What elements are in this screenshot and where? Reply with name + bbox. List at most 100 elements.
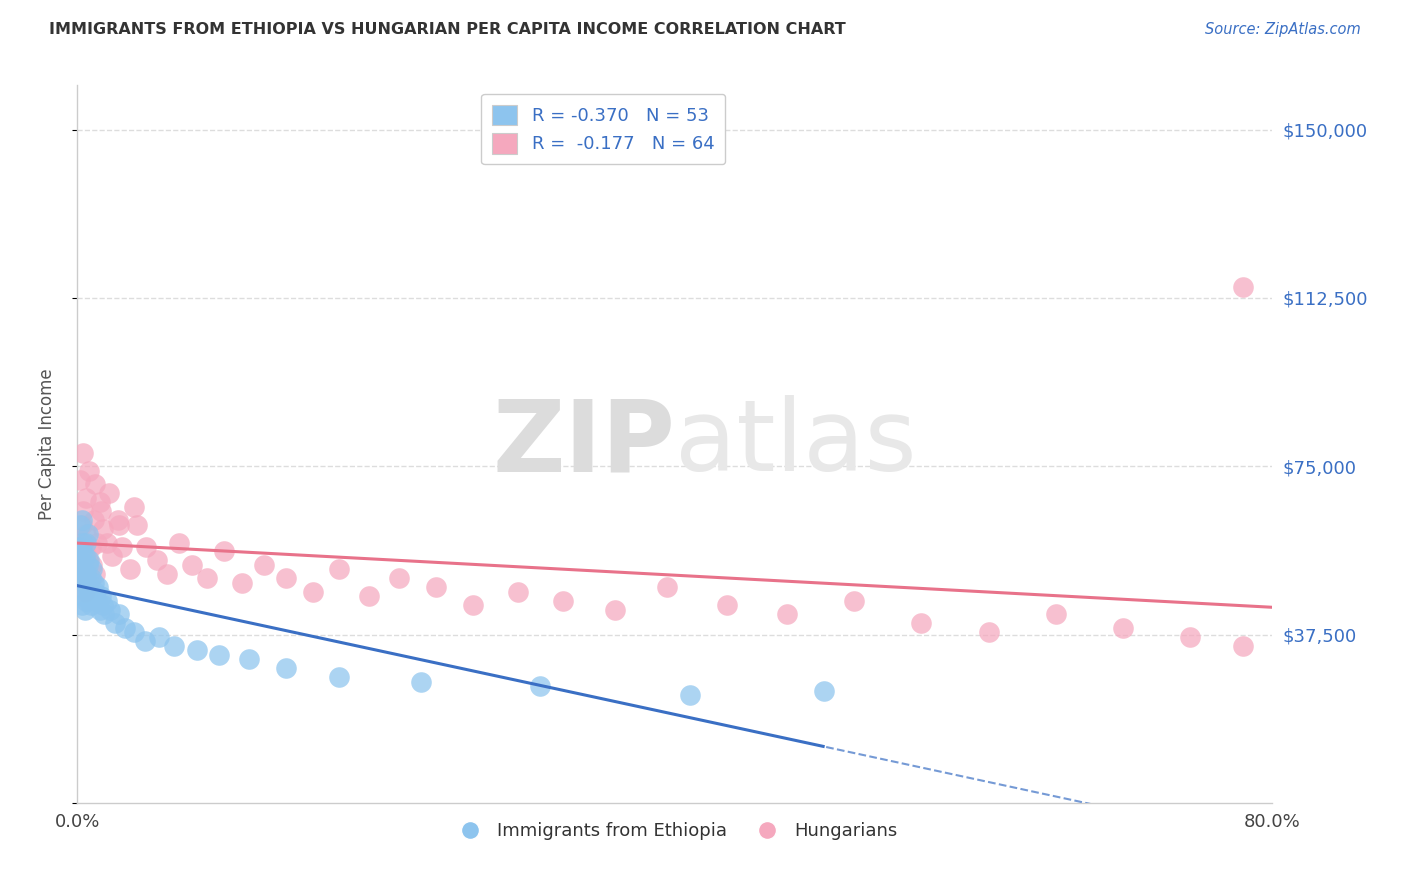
- Point: [813, 683, 835, 698]
- Point: [82, 562, 104, 576]
- Point: [208, 648, 231, 662]
- Point: [977, 625, 1000, 640]
- Point: [529, 679, 551, 693]
- Point: [276, 661, 298, 675]
- Point: [82, 590, 104, 604]
- Point: [118, 562, 141, 576]
- Point: [73, 544, 96, 558]
- Point: [108, 517, 131, 532]
- Point: [96, 594, 118, 608]
- Point: [80, 599, 103, 613]
- Point: [75, 566, 97, 581]
- Point: [122, 625, 145, 640]
- Point: [111, 540, 134, 554]
- Point: [134, 634, 156, 648]
- Point: [79, 553, 101, 567]
- Point: [67, 540, 90, 554]
- Point: [73, 549, 96, 563]
- Point: [910, 616, 932, 631]
- Point: [409, 674, 432, 689]
- Point: [82, 558, 104, 572]
- Point: [83, 575, 105, 590]
- Point: [135, 540, 157, 554]
- Point: [84, 585, 107, 599]
- Point: [212, 544, 235, 558]
- Text: ZIP: ZIP: [492, 395, 675, 492]
- Point: [76, 526, 98, 541]
- Point: [76, 585, 98, 599]
- Point: [70, 571, 93, 585]
- Point: [91, 599, 114, 613]
- Point: [231, 575, 253, 590]
- Point: [70, 571, 93, 585]
- Point: [605, 603, 627, 617]
- Point: [167, 535, 190, 549]
- Point: [357, 590, 380, 604]
- Point: [76, 558, 98, 572]
- Y-axis label: Per Capita Income: Per Capita Income: [38, 368, 56, 519]
- Point: [67, 562, 90, 576]
- Point: [97, 486, 120, 500]
- Point: [70, 544, 93, 558]
- Point: [276, 571, 298, 585]
- Point: [96, 535, 118, 549]
- Point: [145, 553, 167, 567]
- Point: [253, 558, 276, 572]
- Point: [122, 500, 145, 514]
- Text: IMMIGRANTS FROM ETHIOPIA VS HUNGARIAN PER CAPITA INCOME CORRELATION CHART: IMMIGRANTS FROM ETHIOPIA VS HUNGARIAN PE…: [49, 22, 846, 37]
- Point: [67, 549, 90, 563]
- Point: [90, 504, 112, 518]
- Point: [69, 473, 91, 487]
- Point: [72, 535, 94, 549]
- Point: [79, 581, 101, 595]
- Point: [80, 571, 103, 585]
- Point: [127, 517, 149, 532]
- Point: [87, 581, 110, 595]
- Point: [156, 566, 179, 581]
- Point: [75, 526, 97, 541]
- Point: [75, 491, 97, 505]
- Point: [679, 688, 702, 702]
- Point: [69, 535, 91, 549]
- Point: [108, 607, 131, 622]
- Point: [716, 599, 738, 613]
- Point: [70, 513, 93, 527]
- Point: [551, 594, 574, 608]
- Point: [79, 464, 101, 478]
- Point: [73, 603, 96, 617]
- Point: [328, 670, 350, 684]
- Point: [98, 603, 121, 617]
- Point: [86, 594, 108, 608]
- Point: [1180, 630, 1202, 644]
- Point: [100, 549, 122, 563]
- Point: [75, 594, 97, 608]
- Point: [104, 616, 127, 631]
- Point: [84, 477, 107, 491]
- Point: [72, 446, 94, 460]
- Point: [83, 513, 105, 527]
- Point: [195, 571, 218, 585]
- Point: [70, 517, 93, 532]
- Point: [657, 581, 679, 595]
- Text: Source: ZipAtlas.com: Source: ZipAtlas.com: [1205, 22, 1361, 37]
- Point: [114, 621, 136, 635]
- Point: [1232, 279, 1254, 293]
- Point: [89, 495, 111, 509]
- Point: [148, 630, 170, 644]
- Point: [506, 585, 529, 599]
- Point: [89, 603, 111, 617]
- Point: [84, 566, 107, 581]
- Point: [72, 590, 94, 604]
- Point: [238, 652, 260, 666]
- Point: [73, 585, 96, 599]
- Point: [844, 594, 866, 608]
- Point: [69, 581, 91, 595]
- Point: [107, 513, 129, 527]
- Text: atlas: atlas: [675, 395, 917, 492]
- Point: [776, 607, 799, 622]
- Point: [1045, 607, 1067, 622]
- Point: [75, 535, 97, 549]
- Point: [86, 535, 108, 549]
- Point: [1232, 639, 1254, 653]
- Point: [70, 599, 93, 613]
